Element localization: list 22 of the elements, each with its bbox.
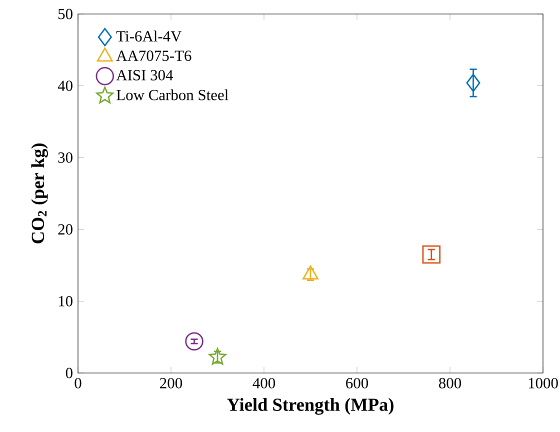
x-tick-label: 800 — [438, 378, 462, 388]
legend-label: Low Carbon Steel — [116, 89, 228, 100]
x-tick-label: 0 — [74, 378, 82, 388]
legend-label: AISI 304 — [116, 70, 174, 80]
y-axis-title: CO$_{2}$ (per kg) — [31, 144, 48, 244]
x-tick-label: 1000 — [528, 378, 558, 388]
y-tick-label: 10 — [58, 296, 72, 306]
y-tick-label: 30 — [58, 152, 72, 163]
legend-label: Ti-6Al-4V — [116, 30, 182, 42]
point — [185, 332, 204, 351]
legend-label: AA7075-T6 — [116, 50, 192, 61]
point — [422, 245, 441, 264]
x-tick-label: 400 — [252, 378, 276, 388]
point — [466, 74, 480, 92]
y-tick-label: 50 — [58, 8, 72, 20]
x-axis-title: Yield Strength (MPa) — [227, 398, 394, 415]
y-tick-label: 40 — [58, 80, 72, 92]
point — [208, 348, 226, 365]
y-tick-label: 20 — [58, 224, 72, 235]
x-tick-label: 200 — [160, 378, 182, 388]
y-tick-label: 0 — [66, 368, 72, 378]
x-tick-label: 600 — [346, 378, 368, 388]
